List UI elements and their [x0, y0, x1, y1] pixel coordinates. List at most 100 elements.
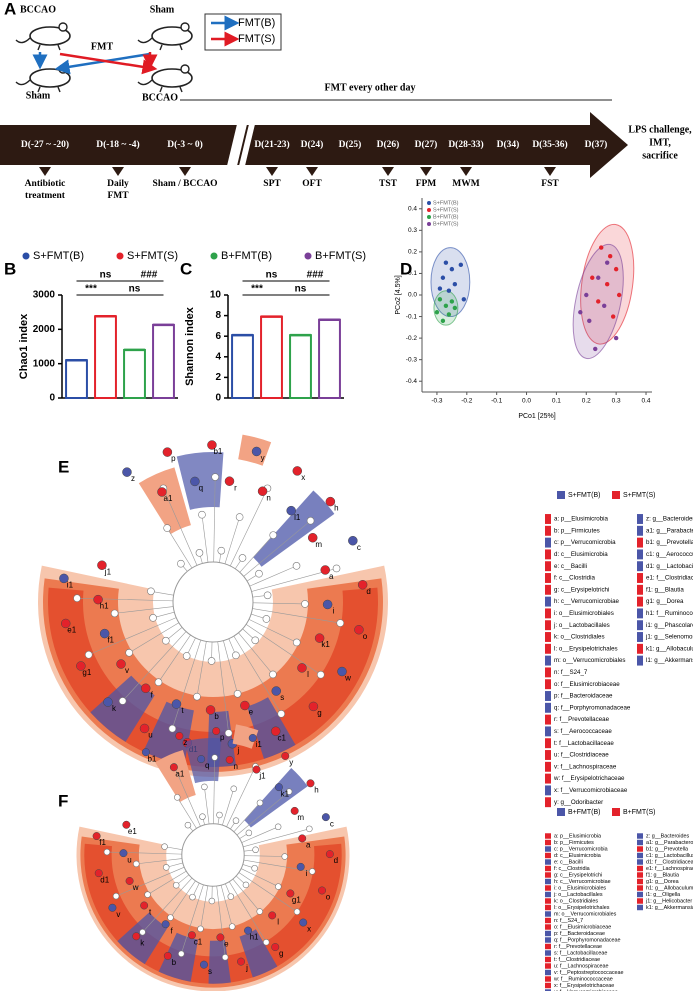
clade-node — [271, 686, 282, 696]
timeline-marker — [382, 167, 394, 176]
node-label: k — [140, 938, 145, 947]
node-label: a1 — [175, 769, 184, 778]
clade-node — [92, 832, 101, 841]
point — [452, 282, 458, 287]
taxon-swatch — [637, 865, 643, 872]
point — [599, 245, 604, 250]
clade-node — [118, 697, 127, 705]
y-tick-label: -0.4 — [406, 378, 418, 385]
clade-branch — [136, 858, 183, 865]
clade-node — [125, 876, 134, 885]
clade-node — [237, 957, 246, 966]
legend-dot — [210, 252, 218, 260]
point — [604, 260, 610, 265]
clade-sector — [155, 750, 196, 803]
clade-node — [332, 564, 341, 573]
clade-node — [322, 599, 333, 610]
timeline-day: D(-18 ~ -4) — [96, 139, 139, 150]
clade-node — [178, 950, 185, 958]
node-label: m — [315, 540, 322, 549]
taxon-label: d: c__Elusimicrobia — [554, 551, 608, 558]
taxon-swatch — [545, 761, 551, 772]
clade-sector — [246, 697, 296, 759]
taxon-swatch — [545, 839, 551, 846]
clade-node — [227, 893, 235, 900]
clade-branch — [147, 870, 187, 895]
y-tick-label: 0.3 — [408, 227, 417, 234]
y-axis-label: Chao1 index — [18, 313, 30, 379]
taxon-label: f1: g__Blautia — [646, 586, 684, 593]
clade-node — [116, 659, 126, 669]
taxon-label: x: f__Verrucomicrobiaceae — [554, 787, 628, 794]
taxon-label: c: p__Verrucomicrobia — [554, 846, 608, 852]
clade-node — [286, 889, 295, 898]
node-label: g1 — [82, 668, 91, 677]
x-tick-label: 0.0 — [522, 398, 531, 405]
clade-node — [154, 678, 163, 687]
taxon-swatch — [545, 963, 551, 969]
point — [578, 310, 583, 315]
node-label: e1 — [128, 827, 137, 836]
clade-node — [242, 881, 250, 889]
taxon-label: m: o__Verrucomicrobiales — [554, 911, 617, 917]
clade-node — [119, 849, 128, 858]
taxon-swatch — [637, 514, 643, 524]
panel-label: E — [58, 457, 69, 476]
clade-branch — [115, 866, 185, 897]
clade-branch — [129, 622, 179, 654]
clade-node — [354, 624, 364, 635]
point — [590, 275, 595, 280]
bar — [65, 359, 88, 400]
x-tick-label: -0.2 — [461, 398, 473, 405]
clade-branch — [243, 828, 310, 848]
clade-node — [108, 903, 117, 912]
taxon-swatch — [545, 924, 551, 930]
clade-node — [122, 820, 131, 829]
taxon-label: e: c__Bacilli — [554, 563, 587, 570]
taxon-swatch — [637, 852, 643, 859]
clade-node — [232, 817, 240, 824]
clade-node — [233, 689, 242, 698]
taxon-swatch — [545, 956, 551, 963]
taxon-label: o: f__Elusimicrobiaceae — [554, 924, 611, 930]
taxon-label: z: g__Bacteroides — [646, 516, 693, 523]
taxon-label: j1: g__Selenomonas — [645, 634, 693, 641]
y-axis-label: PCo2 [4.5%] — [395, 275, 402, 314]
point — [602, 303, 607, 308]
y-tick-label: 0.4 — [408, 205, 417, 212]
rat-tail — [137, 37, 153, 44]
clade-node — [132, 932, 141, 941]
taxon-label: q: f__Porphyromonadaceae — [554, 704, 631, 711]
point — [616, 292, 622, 298]
clade-node — [60, 618, 71, 629]
clade-branch — [245, 624, 321, 675]
clade-branch — [166, 527, 193, 569]
taxon-label: d1: g__Lactobacillus — [646, 563, 693, 570]
legend-label: S+FMT(B) — [433, 200, 459, 206]
node-label: i — [333, 607, 335, 616]
taxon-label: u: f__Lachnospiraceae — [554, 963, 609, 969]
legend-label: S+FMT(S) — [127, 250, 178, 262]
clade-node — [110, 609, 119, 618]
node-label: f — [171, 926, 174, 935]
taxon-label: t: f__Clostridiaceae — [554, 957, 600, 963]
taxon-swatch — [637, 596, 643, 607]
point — [613, 266, 619, 272]
clade-sector — [176, 452, 224, 510]
clade-sector — [208, 939, 231, 984]
taxon-label: p: f__Bacteroidaceae — [554, 693, 613, 700]
taxon-label: j: o__Lactobacillales — [553, 622, 610, 629]
clade-branch — [244, 855, 285, 857]
taxon-swatch — [545, 833, 551, 839]
taxon-label: v: f__Lachnospiraceae — [554, 763, 617, 770]
clade-node — [199, 960, 208, 969]
clade-node — [205, 705, 216, 715]
point — [604, 282, 610, 287]
taxon-label: g1: g__Dorea — [646, 598, 684, 605]
clade-branch — [222, 788, 235, 826]
y-axis-label: Shannon index — [184, 306, 196, 386]
clade-node — [298, 834, 307, 843]
taxon-swatch — [545, 989, 551, 991]
taxon-swatch — [545, 950, 551, 956]
